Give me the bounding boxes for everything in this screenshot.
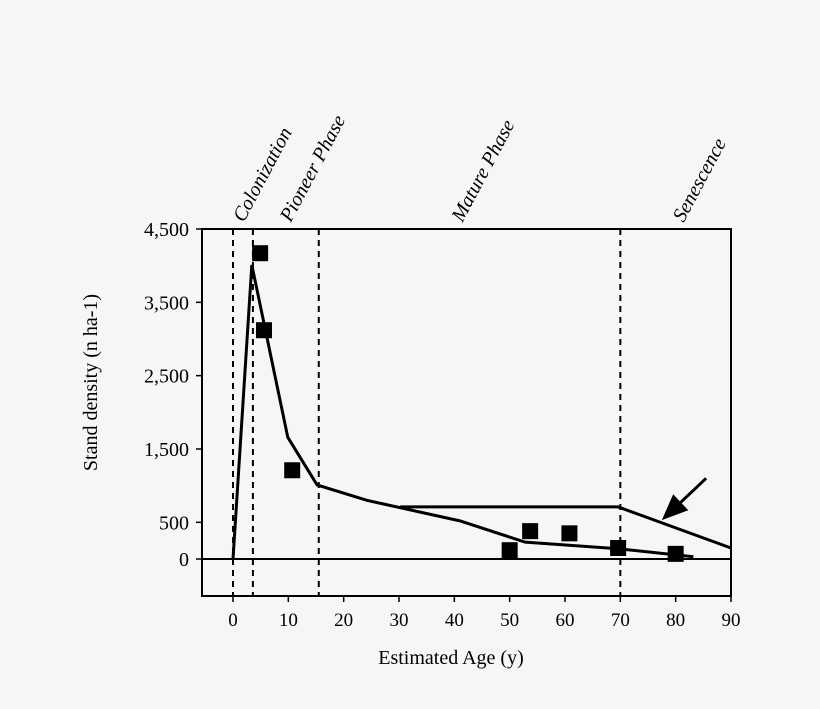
x-tick-label: 50: [500, 610, 519, 631]
x-tick-label: 30: [390, 610, 409, 631]
arrow-head-icon: [661, 494, 689, 521]
phase-label: Mature Phase: [447, 116, 520, 226]
x-tick-label: 70: [611, 610, 630, 631]
data-point: [284, 462, 301, 479]
y-tick-label: 4,500: [144, 219, 189, 241]
phase-label: Pioneer Phase: [275, 111, 350, 226]
x-tick-label: 90: [722, 610, 741, 631]
plot-frame: [201, 228, 732, 597]
y-tick-label: 500: [159, 512, 189, 534]
y-tick-label: 0: [179, 549, 189, 571]
data-point: [501, 542, 518, 559]
x-tick-label: 10: [279, 610, 298, 631]
x-tick-label: 80: [666, 610, 685, 631]
arrow-shaft: [679, 477, 708, 504]
x-tick-label: 60: [556, 610, 575, 631]
x-tick-label: 20: [334, 610, 353, 631]
y-axis-title: Stand density (n ha-1): [80, 294, 102, 471]
y-tick-label: 1,500: [144, 439, 189, 461]
data-point: [561, 525, 578, 542]
series-line-1: [231, 264, 694, 560]
phase-label: Senescence: [669, 135, 731, 226]
data-point: [522, 523, 539, 540]
series-line-2: [400, 505, 732, 550]
x-axis-title: Estimated Age (y): [378, 647, 524, 669]
x-tick-label: 40: [445, 610, 464, 631]
x-tick-label: 0: [228, 610, 238, 631]
data-point: [252, 245, 269, 262]
y-tick-label: 2,500: [144, 366, 189, 388]
y-tick-label: 3,500: [144, 292, 189, 314]
